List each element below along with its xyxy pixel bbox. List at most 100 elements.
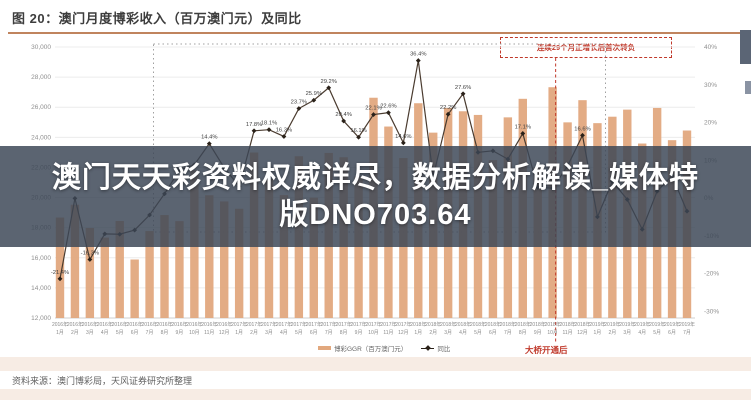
svg-text:23.7%: 23.7% xyxy=(291,100,307,106)
svg-text:22.2%: 22.2% xyxy=(440,105,456,111)
svg-text:27.6%: 27.6% xyxy=(455,85,471,91)
svg-text:22.6%: 22.6% xyxy=(380,104,396,110)
svg-text:2月: 2月 xyxy=(608,330,616,336)
svg-text:-16.3%: -16.3% xyxy=(81,251,99,257)
svg-text:16.6%: 16.6% xyxy=(574,126,590,132)
svg-text:17.1%: 17.1% xyxy=(515,124,531,130)
svg-text:1月: 1月 xyxy=(235,330,243,336)
yoy-point-labels: -21.4% -16.3% 14.4% 17.8%18.1%16.3% 23.7% 25.… xyxy=(51,52,591,276)
ggr-bar xyxy=(160,215,169,318)
svg-text:25.9%: 25.9% xyxy=(306,91,322,97)
ggr-bar xyxy=(85,227,95,318)
svg-text:24,000: 24,000 xyxy=(31,134,51,141)
yoy-marker xyxy=(580,132,585,138)
svg-text:7月: 7月 xyxy=(504,330,512,336)
svg-text:22.1%: 22.1% xyxy=(365,106,381,112)
svg-text:2018年: 2018年 xyxy=(530,321,546,328)
svg-text:2017年: 2017年 xyxy=(246,321,262,328)
svg-text:2019年: 2019年 xyxy=(649,321,665,328)
svg-text:2月: 2月 xyxy=(71,330,79,336)
svg-text:2017年: 2017年 xyxy=(231,321,247,328)
svg-text:2019年: 2019年 xyxy=(604,321,620,328)
svg-text:11月: 11月 xyxy=(204,330,214,336)
svg-text:2016年: 2016年 xyxy=(142,321,158,328)
svg-text:7月: 7月 xyxy=(325,330,333,336)
svg-text:2016年: 2016年 xyxy=(82,321,98,328)
title-divider xyxy=(8,32,743,34)
yoy-marker xyxy=(341,118,347,124)
svg-text:30%: 30% xyxy=(704,82,717,89)
scrollbar-thumb[interactable] xyxy=(740,30,751,64)
svg-text:2017年: 2017年 xyxy=(291,321,307,328)
svg-text:-20%: -20% xyxy=(704,271,719,278)
ggr-bar xyxy=(264,179,274,318)
svg-text:3月: 3月 xyxy=(86,330,94,336)
svg-text:2019年: 2019年 xyxy=(664,321,680,328)
chart-title: 图 20：澳门月度博彩收入（百万澳门元）及同比 xyxy=(12,11,302,26)
svg-text:4月: 4月 xyxy=(280,330,288,336)
svg-text:2018年: 2018年 xyxy=(574,321,590,328)
svg-text:2016年: 2016年 xyxy=(112,321,128,328)
yoy-marker xyxy=(460,91,466,97)
svg-text:4月: 4月 xyxy=(459,330,467,336)
svg-text:2月: 2月 xyxy=(250,330,258,336)
svg-text:2018年: 2018年 xyxy=(425,321,441,328)
yoy-marker xyxy=(326,85,332,91)
chart-legend: 博彩GGR（百万澳门元） 同比 xyxy=(318,343,450,353)
svg-text:8月: 8月 xyxy=(519,330,527,336)
source-note: 资料来源：澳门博彩局，天风证券研究所整理 xyxy=(12,376,193,386)
svg-text:1月: 1月 xyxy=(594,330,602,336)
svg-text:5月: 5月 xyxy=(116,330,124,336)
svg-text:2018年: 2018年 xyxy=(410,321,426,328)
svg-text:17.8%: 17.8% xyxy=(246,122,262,128)
svg-text:3月: 3月 xyxy=(623,330,631,336)
ggr-bar xyxy=(100,237,109,318)
svg-text:36.4%: 36.4% xyxy=(410,52,426,58)
svg-text:11月: 11月 xyxy=(383,330,393,336)
svg-text:20%: 20% xyxy=(704,120,717,127)
svg-text:7月: 7月 xyxy=(683,330,691,336)
ggr-bar xyxy=(175,221,184,318)
yoy-marker xyxy=(386,110,391,116)
svg-text:2018年: 2018年 xyxy=(470,321,486,328)
svg-text:2016年: 2016年 xyxy=(186,321,202,328)
svg-text:12,000: 12,000 xyxy=(31,315,51,322)
ggr-bar xyxy=(354,176,363,318)
svg-text:16.1%: 16.1% xyxy=(350,128,366,134)
svg-text:2016年: 2016年 xyxy=(127,321,143,328)
svg-text:3月: 3月 xyxy=(265,330,273,336)
svg-text:12月: 12月 xyxy=(398,330,409,336)
svg-text:6月: 6月 xyxy=(310,330,318,336)
svg-text:2019年: 2019年 xyxy=(634,321,650,328)
svg-text:2017年: 2017年 xyxy=(351,321,367,328)
svg-text:2019年: 2019年 xyxy=(679,321,695,328)
bridge-open-note: 大桥开通后 xyxy=(525,345,568,355)
ggr-bar xyxy=(220,201,229,318)
svg-text:2018年: 2018年 xyxy=(560,321,576,328)
svg-text:2016年: 2016年 xyxy=(67,321,83,328)
yoy-marker xyxy=(206,141,212,147)
svg-text:8月: 8月 xyxy=(340,330,348,336)
ggr-bar xyxy=(279,195,289,318)
svg-text:2016年: 2016年 xyxy=(52,321,68,328)
page-band-upper xyxy=(0,357,751,371)
svg-text:30,000: 30,000 xyxy=(31,44,51,51)
svg-text:10月: 10月 xyxy=(368,330,379,336)
legend-ggr-label: 博彩GGR（百万澳门元） xyxy=(334,346,408,353)
yoy-marker xyxy=(266,127,272,133)
svg-text:2019年: 2019年 xyxy=(619,321,635,328)
svg-text:-21.4%: -21.4% xyxy=(51,270,69,276)
svg-text:10月: 10月 xyxy=(189,330,200,336)
svg-text:29.2%: 29.2% xyxy=(320,79,336,85)
svg-text:2016年: 2016年 xyxy=(171,321,187,328)
svg-text:40%: 40% xyxy=(704,44,717,51)
svg-text:16.3%: 16.3% xyxy=(276,127,292,133)
bar-swatch-icon xyxy=(318,346,331,350)
svg-text:18.1%: 18.1% xyxy=(261,121,277,127)
svg-text:2018年: 2018年 xyxy=(485,321,501,328)
legend-yoy-label: 同比 xyxy=(437,346,451,353)
ggr-bar xyxy=(309,197,318,318)
svg-text:2016年: 2016年 xyxy=(216,321,232,328)
svg-text:26,000: 26,000 xyxy=(31,104,51,111)
